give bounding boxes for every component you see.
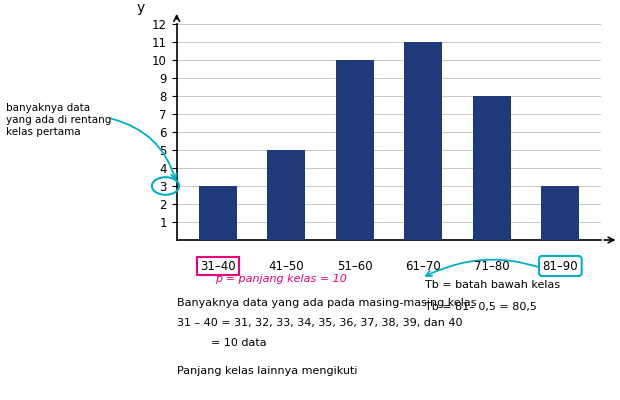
Text: 41–50: 41–50 xyxy=(268,260,304,272)
Text: 61–70: 61–70 xyxy=(405,260,441,272)
Text: 31 – 40 = 31, 32, 33, 34, 35, 36, 37, 38, 39, dan 40: 31 – 40 = 31, 32, 33, 34, 35, 36, 37, 38… xyxy=(177,318,462,328)
Text: Banyaknya data yang ada pada masing-masing kelas: Banyaknya data yang ada pada masing-masi… xyxy=(177,298,476,308)
Text: 51–60: 51–60 xyxy=(337,260,373,272)
Text: Tb = 81– 0,5 = 80,5: Tb = 81– 0,5 = 80,5 xyxy=(425,302,536,312)
Text: = 10 data: = 10 data xyxy=(211,338,267,348)
Bar xyxy=(404,42,442,240)
Bar xyxy=(473,96,511,240)
Text: 71–80: 71–80 xyxy=(474,260,510,272)
Text: Panjang kelas lainnya mengikuti: Panjang kelas lainnya mengikuti xyxy=(177,366,357,376)
Bar xyxy=(267,150,305,240)
Text: Tb = batah bawah kelas: Tb = batah bawah kelas xyxy=(425,280,560,290)
Text: y: y xyxy=(136,1,144,15)
Bar xyxy=(336,60,374,240)
Text: 31–40: 31–40 xyxy=(200,260,236,272)
Bar xyxy=(199,186,237,240)
Text: 81–90: 81–90 xyxy=(542,260,578,272)
Bar xyxy=(541,186,579,240)
Text: p = panjang kelas = 10: p = panjang kelas = 10 xyxy=(215,274,347,284)
Text: banyaknya data
yang ada di rentang
kelas pertama: banyaknya data yang ada di rentang kelas… xyxy=(6,103,112,137)
